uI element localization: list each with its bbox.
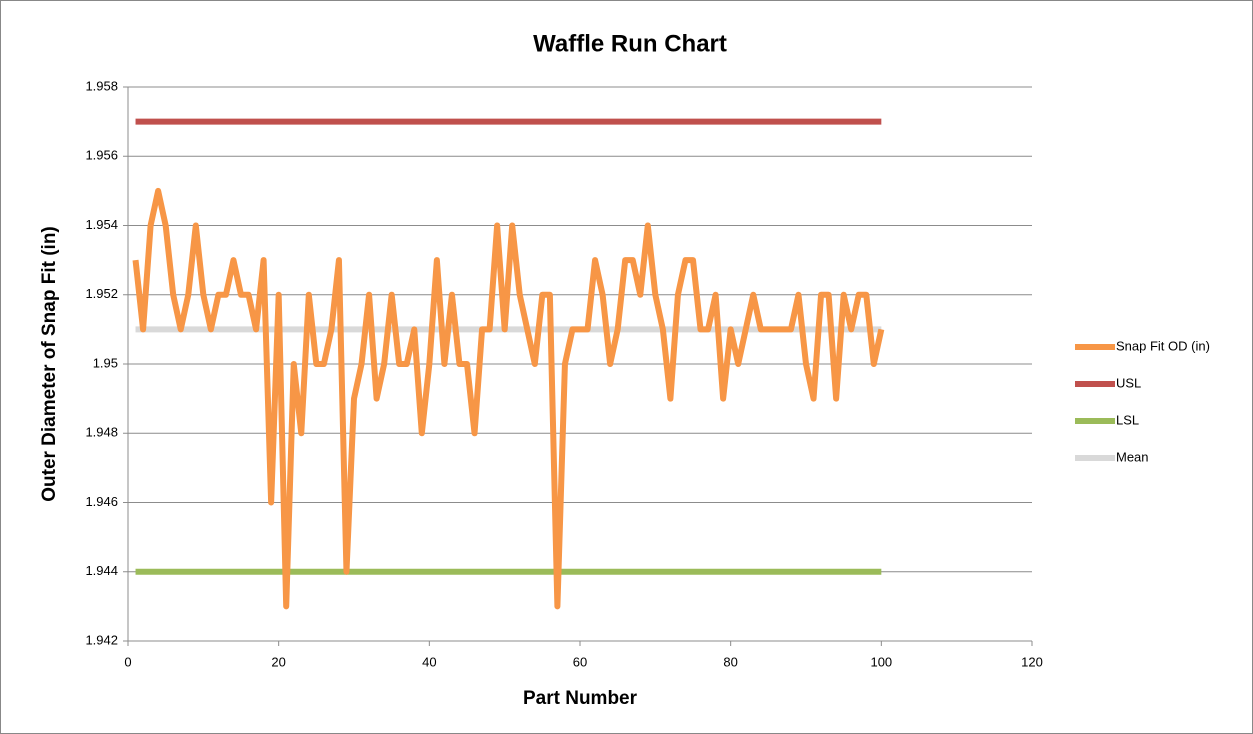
legend-label: USL [1116, 375, 1141, 390]
legend-label: Snap Fit OD (in) [1116, 338, 1210, 353]
x-axis-title: Part Number [523, 688, 638, 709]
x-tick-label: 0 [124, 654, 131, 669]
x-tick-label: 80 [723, 654, 737, 669]
y-tick-label: 1.942 [85, 632, 118, 647]
y-tick-label: 1.948 [85, 425, 118, 440]
x-tick-label: 20 [271, 654, 285, 669]
y-tick-label: 1.944 [85, 563, 118, 578]
y-axis-title: Outer Diameter of Snap Fit (in) [39, 226, 60, 502]
series-line [132, 187, 885, 610]
legend-label: Mean [1116, 449, 1149, 464]
x-tick-label: 120 [1021, 654, 1043, 669]
y-tick-label: 1.954 [85, 217, 118, 232]
y-tick-label: 1.946 [85, 494, 118, 509]
y-tick-label: 1.956 [85, 148, 118, 163]
chart-title: Waffle Run Chart [533, 30, 727, 57]
y-tick-label: 1.952 [85, 286, 118, 301]
x-tick-label: 100 [870, 654, 892, 669]
y-tick-label: 1.95 [93, 355, 118, 370]
x-tick-label: 40 [422, 654, 436, 669]
y-tick-label: 1.958 [85, 78, 118, 93]
x-tick-label: 60 [573, 654, 587, 669]
legend-label: LSL [1116, 412, 1139, 427]
